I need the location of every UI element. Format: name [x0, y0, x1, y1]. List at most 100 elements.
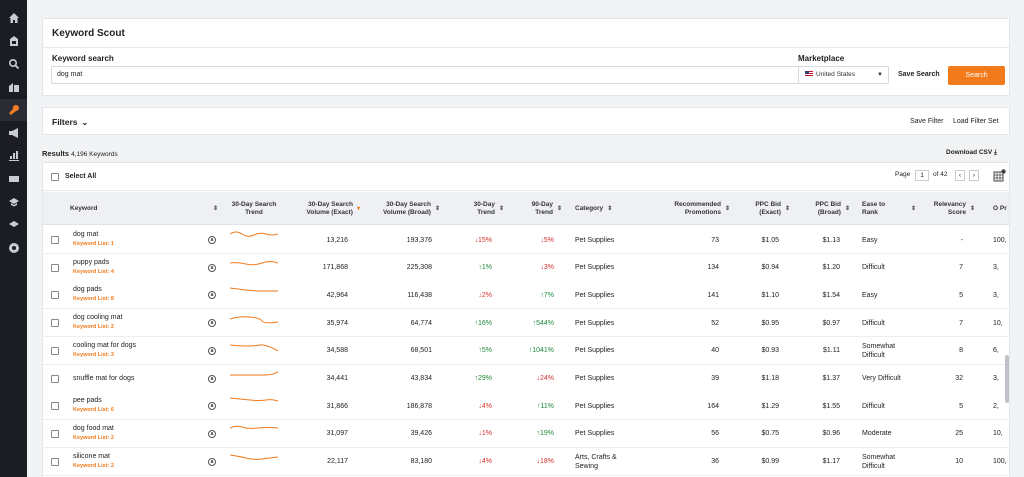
marketplace-select[interactable]: United States ▼	[798, 66, 889, 84]
home-icon[interactable]	[0, 7, 27, 29]
keyword-list-link[interactable]: Keyword List: 3	[73, 351, 114, 358]
header-promotions[interactable]: Recommended Promotions ⇕	[655, 192, 730, 225]
header-category[interactable]: Category ⇕	[575, 192, 623, 225]
keyword-search-input[interactable]: dog mat	[51, 66, 833, 84]
header-keyword[interactable]: Keyword ⇕	[70, 192, 218, 225]
relevancy-cell: 8	[959, 347, 963, 355]
header-overflow: O Pr	[993, 192, 1009, 225]
academy-icon[interactable]	[0, 214, 27, 236]
keyword-list-link[interactable]: Keyword List: 2	[73, 324, 114, 331]
table-row[interactable]: snuffle mat for dogs a 34,441 43,834 ↑ 29…	[43, 364, 1009, 393]
results-table: Select All Page 1 of 42 ‹ › Keyword ⇕ 30-…	[42, 162, 1010, 477]
row-checkbox[interactable]	[51, 457, 59, 466]
ads-icon[interactable]	[0, 168, 27, 190]
trend-90-cell: ↑ 1041%	[518, 337, 554, 365]
keyword-text[interactable]: snuffle mat for dogs	[73, 374, 135, 382]
keyword-list-link[interactable]: Keyword List: 2	[73, 434, 114, 441]
logo-icon[interactable]	[0, 237, 27, 259]
trend-30-value: 15%	[477, 236, 492, 244]
row-checkbox[interactable]	[51, 429, 59, 438]
amazon-icon[interactable]: a	[208, 346, 216, 355]
volume-broad-cell: 39,426	[410, 430, 432, 438]
header-30day-trend[interactable]: 30-Day Trend ⇕	[458, 192, 504, 225]
table-row[interactable]: dog mat Keyword List: 1 a 13,216 193,376…	[43, 226, 1009, 254]
table-header: Keyword ⇕ 30-Day Search Trend 30-Day Sear…	[43, 192, 1009, 225]
table-row[interactable]: pee pads Keyword List: 6 a 31,866 186,87…	[43, 392, 1009, 421]
amazon-icon[interactable]: a	[208, 263, 216, 272]
keyword-tool-icon[interactable]	[0, 99, 27, 121]
amazon-icon[interactable]: a	[208, 429, 216, 438]
header-ease-to-rank[interactable]: Ease to Rank ⇕	[862, 192, 916, 225]
amazon-icon[interactable]: a	[208, 402, 216, 411]
keyword-list-link[interactable]: Keyword List: 4	[73, 268, 114, 275]
keyword-text[interactable]: dog cooling mat	[73, 314, 123, 322]
page-input[interactable]: 1	[915, 170, 929, 181]
amazon-icon[interactable]: a	[208, 319, 216, 328]
column-settings-icon[interactable]	[993, 169, 1006, 182]
amazon-icon[interactable]: a	[208, 374, 216, 383]
table-row[interactable]: puppy pads Keyword List: 4 a 171,868 225…	[43, 253, 1009, 282]
save-filter-button[interactable]: Save Filter	[910, 118, 944, 125]
keyword-list-link[interactable]: Keyword List: 8	[73, 296, 114, 303]
buildings-icon[interactable]	[0, 76, 27, 98]
header-relevancy[interactable]: Relevancy Score ⇕	[925, 192, 975, 225]
header-volume-exact[interactable]: 30-Day Search Volume (Exact) ▾	[288, 192, 361, 225]
volume-exact-cell: 34,588	[326, 347, 348, 355]
table-row[interactable]: dog pads Keyword List: 8 a 42,964 116,43…	[43, 281, 1009, 310]
bar-chart-icon[interactable]	[0, 145, 27, 167]
save-search-button[interactable]: Save Search	[898, 71, 940, 78]
table-row[interactable]: silicone mat Keyword List: 2 a 22,117 83…	[43, 447, 1009, 476]
ppc-exact-cell: $0.95	[761, 319, 779, 327]
graduation-icon[interactable]	[0, 191, 27, 213]
sort-icon: ⇕	[910, 205, 916, 212]
header-ppc-exact[interactable]: PPC Bid (Exact) ⇕	[743, 192, 790, 225]
keyword-list-link[interactable]: Keyword List: 2	[73, 462, 114, 469]
ppc-broad-cell: $1.37	[822, 375, 840, 382]
trend-90-cell: ↓ 3%	[518, 254, 554, 282]
row-checkbox[interactable]	[51, 236, 59, 244]
next-page-button[interactable]: ›	[969, 170, 979, 181]
row-checkbox[interactable]	[51, 319, 59, 328]
search-button[interactable]: Search	[948, 66, 1005, 85]
keyword-list-link[interactable]: Keyword List: 6	[73, 407, 114, 414]
row-checkbox[interactable]	[51, 402, 59, 411]
arrow-up-icon: ↑	[532, 319, 537, 327]
keyword-text[interactable]: dog food mat	[73, 424, 114, 432]
promotions-cell: 36	[711, 458, 719, 466]
inventory-icon[interactable]	[0, 30, 27, 52]
amazon-icon[interactable]: a	[208, 291, 216, 300]
keyword-text[interactable]: dog pads	[73, 286, 102, 294]
results-label: Results	[42, 149, 70, 158]
keyword-text[interactable]: silicone mat	[73, 452, 110, 460]
header-ppc-broad[interactable]: PPC Bid (Broad) ⇕	[803, 192, 850, 225]
arrow-up-icon: ↑	[540, 291, 544, 299]
prev-page-button[interactable]: ‹	[955, 170, 965, 181]
filters-toggle[interactable]: Filters ⌄	[52, 117, 88, 127]
header-volume-broad[interactable]: 30-Day Search Volume (Broad) ⇕	[368, 192, 440, 225]
table-row[interactable]: dog cooling mat Keyword List: 2 a 35,974…	[43, 309, 1009, 338]
chevron-down-icon: ⌄	[81, 118, 89, 127]
row-checkbox[interactable]	[51, 291, 59, 300]
trend-30-cell: ↓ 4%	[458, 392, 492, 420]
keyword-text[interactable]: puppy pads	[73, 258, 110, 266]
amazon-icon[interactable]: a	[208, 236, 216, 244]
row-checkbox[interactable]	[51, 374, 59, 383]
row-checkbox[interactable]	[51, 263, 59, 272]
vertical-scrollbar[interactable]	[1005, 355, 1009, 403]
select-all-checkbox[interactable]	[51, 173, 59, 181]
download-csv-button[interactable]: Download CSV ⤓	[946, 149, 997, 157]
keyword-list-link[interactable]: Keyword List: 1	[73, 241, 114, 247]
keyword-text[interactable]: pee pads	[73, 397, 102, 405]
header-90day-trend[interactable]: 90-Day Trend ⇕	[518, 192, 562, 225]
keyword-text[interactable]: dog mat	[73, 231, 99, 238]
table-row[interactable]: cooling mat for dogs Keyword List: 3 a 3…	[43, 336, 1009, 365]
keyword-text[interactable]: cooling mat for dogs	[73, 341, 137, 349]
amazon-icon[interactable]: a	[208, 457, 216, 466]
table-row[interactable]: dog food mat Keyword List: 2 a 31,097 39…	[43, 419, 1009, 448]
category-cell: Pet Supplies	[575, 236, 615, 244]
load-filter-set-button[interactable]: Load Filter Set	[953, 118, 999, 125]
megaphone-icon[interactable]	[0, 122, 27, 144]
row-checkbox[interactable]	[51, 346, 59, 355]
volume-exact-cell: 42,964	[326, 291, 348, 299]
search-icon[interactable]	[0, 53, 27, 75]
